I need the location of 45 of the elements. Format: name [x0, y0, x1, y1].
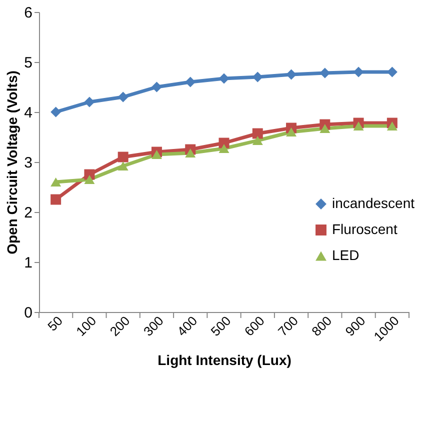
y-tick-label: 0 — [24, 304, 32, 322]
y-tick-label: 4 — [24, 104, 32, 122]
y-axis-title: Open Circuit Voltage (Volts) — [4, 70, 20, 254]
legend-label: incandescent — [332, 195, 415, 211]
y-tick-label: 1 — [24, 254, 32, 272]
y-tick-label: 2 — [24, 204, 32, 222]
x-tick-label: 500 — [208, 313, 234, 340]
point — [50, 177, 62, 187]
y-tick-label: 5 — [24, 54, 32, 72]
legend-label: LED — [332, 247, 360, 263]
x-tick-label: 900 — [342, 313, 368, 340]
point — [118, 161, 128, 171]
point — [185, 148, 196, 158]
x-tick-label: 800 — [308, 313, 335, 340]
x-tick-label: 300 — [140, 313, 166, 340]
point — [151, 82, 162, 92]
point — [185, 76, 196, 88]
point — [151, 150, 162, 160]
x-tick-label: 50 — [44, 313, 66, 334]
point — [50, 194, 62, 205]
point — [84, 96, 95, 108]
point — [118, 152, 128, 162]
point — [218, 144, 230, 154]
point — [320, 124, 330, 134]
point — [386, 121, 398, 131]
point — [320, 68, 330, 78]
point — [84, 174, 95, 184]
y-tick-label: 3 — [24, 154, 32, 172]
point — [252, 128, 263, 139]
point — [252, 136, 263, 146]
x-tick-label: 100 — [73, 313, 100, 340]
point — [252, 72, 263, 82]
x-tick-label: 700 — [275, 313, 301, 340]
point — [118, 92, 128, 102]
point — [50, 106, 62, 118]
y-tick-label: 6 — [24, 4, 32, 22]
point — [218, 73, 230, 84]
point — [353, 66, 364, 78]
x-tick-label: 400 — [174, 313, 200, 340]
point — [286, 127, 297, 137]
x-tick-label: 200 — [106, 313, 133, 340]
legend-label: Fluroscent — [332, 221, 398, 237]
point — [353, 121, 364, 131]
x-tick-label: 600 — [241, 313, 268, 340]
x-axis-title: Light Intensity (Lux) — [158, 352, 292, 368]
